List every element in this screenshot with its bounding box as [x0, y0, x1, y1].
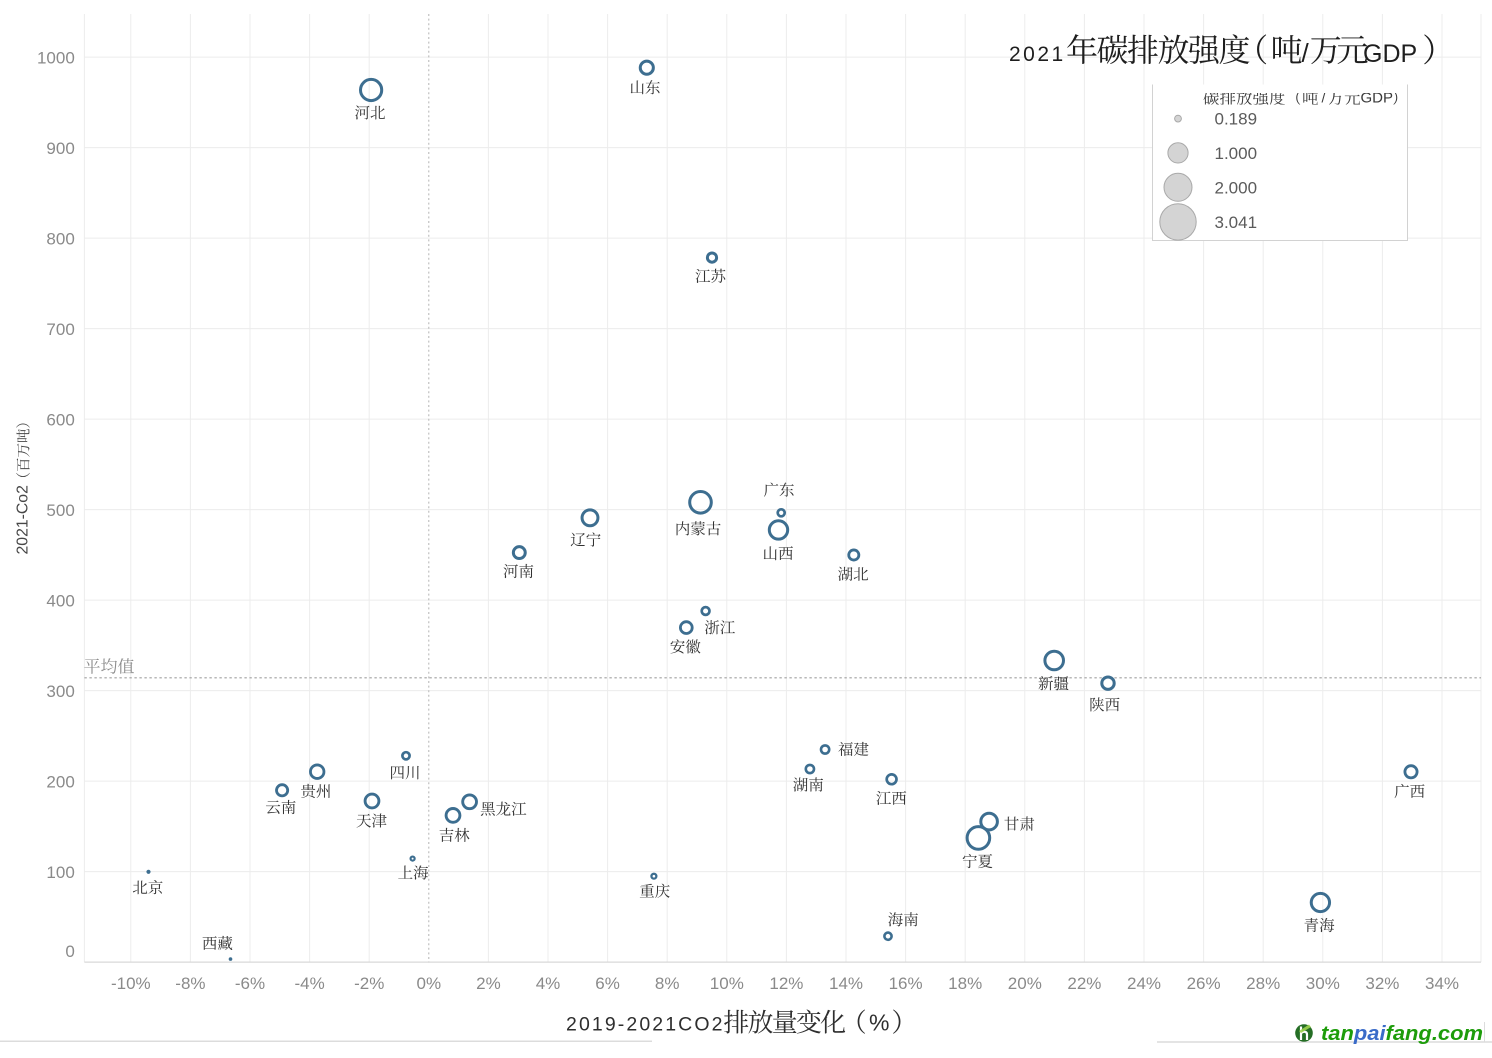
svg-text:28%: 28%	[1246, 974, 1280, 993]
svg-text:8%: 8%	[655, 974, 680, 993]
svg-text:0.189: 0.189	[1215, 110, 1258, 129]
svg-text:0%: 0%	[417, 974, 442, 993]
svg-text:12%: 12%	[769, 974, 803, 993]
svg-text:18%: 18%	[948, 974, 982, 993]
svg-text:16%: 16%	[889, 974, 923, 993]
svg-text:1000: 1000	[37, 49, 75, 68]
svg-text:26%: 26%	[1187, 974, 1221, 993]
svg-text:/: /	[1302, 38, 1310, 68]
svg-text:500: 500	[46, 501, 74, 520]
svg-text:-6%: -6%	[235, 974, 265, 993]
svg-text:-2%: -2%	[354, 974, 384, 993]
svg-text:2%: 2%	[476, 974, 501, 993]
svg-text:%: %	[869, 1010, 889, 1036]
svg-text:24%: 24%	[1127, 974, 1161, 993]
svg-text:3.041: 3.041	[1215, 213, 1258, 232]
svg-text:800: 800	[46, 230, 74, 249]
svg-text:1.000: 1.000	[1215, 144, 1258, 163]
svg-text:/: /	[1322, 90, 1326, 106]
svg-text:30%: 30%	[1306, 974, 1340, 993]
svg-text:200: 200	[46, 773, 74, 792]
svg-text:0: 0	[65, 942, 74, 961]
svg-text:2021-Co2: 2021-Co2	[15, 485, 32, 554]
svg-text:-4%: -4%	[294, 974, 324, 993]
svg-text:GDP: GDP	[1363, 40, 1417, 68]
svg-text:4%: 4%	[536, 974, 561, 993]
svg-text:GDP: GDP	[1361, 90, 1394, 107]
svg-text:300: 300	[46, 682, 74, 701]
svg-text:2019-2021CO2: 2019-2021CO2	[566, 1014, 725, 1036]
svg-text:-10%: -10%	[111, 974, 151, 993]
svg-text:700: 700	[46, 320, 74, 339]
svg-text:6%: 6%	[595, 974, 620, 993]
svg-text:100: 100	[46, 863, 74, 882]
svg-text:34%: 34%	[1425, 974, 1459, 993]
svg-text:10%: 10%	[710, 974, 744, 993]
svg-text:14%: 14%	[829, 974, 863, 993]
svg-text:22%: 22%	[1067, 974, 1101, 993]
svg-text:900: 900	[46, 139, 74, 158]
svg-text:2021: 2021	[1009, 43, 1066, 66]
svg-text:2.000: 2.000	[1215, 178, 1258, 197]
svg-text:-8%: -8%	[175, 974, 205, 993]
svg-text:20%: 20%	[1008, 974, 1042, 993]
svg-text:400: 400	[46, 592, 74, 611]
svg-text:32%: 32%	[1365, 974, 1399, 993]
svg-text:600: 600	[46, 411, 74, 430]
